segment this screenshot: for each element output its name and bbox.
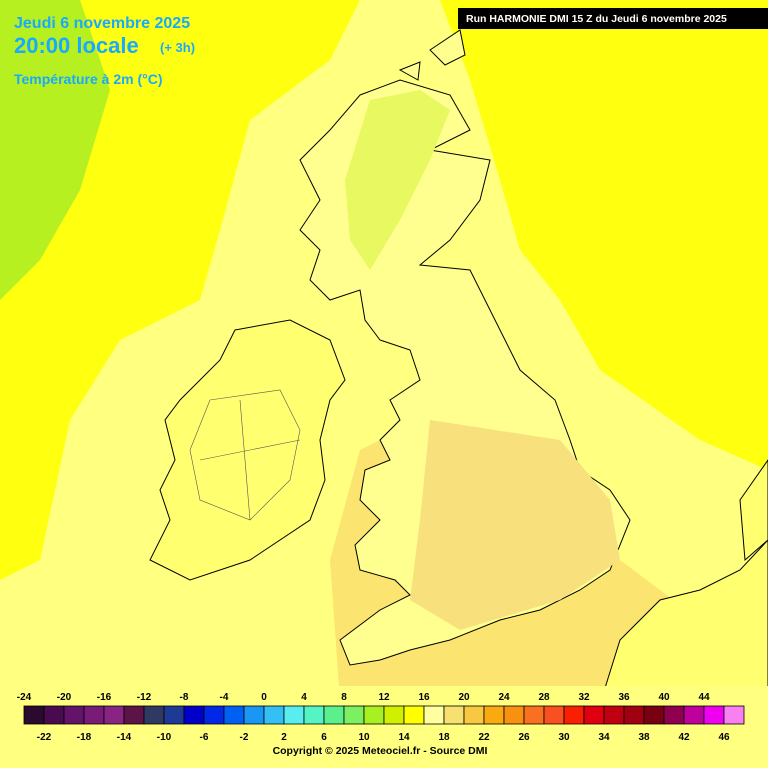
color-swatch [663,705,685,725]
scale-label-top: 28 [538,692,550,703]
color-swatch [23,705,45,725]
ireland [149,319,346,581]
scale-label-bottom: 14 [398,732,410,743]
scale-label-bottom: -10 [157,732,172,743]
northern-isles [398,29,466,81]
scale-label-top: -16 [97,692,112,703]
color-swatch [543,705,565,725]
scotland-highlands [345,90,450,270]
scale-label-bottom: 34 [598,732,610,743]
date-label: Jeudi 6 novembre 2025 [14,15,190,32]
copyright: Copyright © 2025 Meteociel.fr - Source D… [273,745,488,757]
variable-label: Température à 2m (°C) [14,71,163,87]
color-swatch [303,705,325,725]
color-swatch [643,705,665,725]
color-swatch [43,705,65,725]
scale-label-top: -20 [57,692,72,703]
scale-label-bottom: 38 [638,732,650,743]
color-swatch [163,705,185,725]
color-swatch [403,705,425,725]
scale-label-bottom: 6 [321,732,327,743]
scale-label-bottom: -18 [77,732,92,743]
england-south [410,420,620,630]
scale-label-top: 16 [418,692,430,703]
color-swatch [603,705,625,725]
scale-label-top: -12 [137,692,152,703]
color-swatch [183,705,205,725]
run-label: Run HARMONIE DMI 15 Z du Jeudi 6 novembr… [466,13,727,25]
scale-label-top: 32 [578,692,590,703]
colorbar: -24 -20 -16 -12 -8 -4 0 4 8 12 16 20 24 28 32 36 40 44-22… [17,692,745,743]
scale-label-bottom: 46 [718,732,730,743]
color-swatch [203,705,225,725]
color-swatch [263,705,285,725]
scale-label-top: 40 [658,692,670,703]
scale-label-bottom: 10 [358,732,370,743]
scale-label-top: 36 [618,692,630,703]
scale-label-bottom: 18 [438,732,450,743]
scale-label-bottom: 2 [281,732,287,743]
color-swatch [463,705,485,725]
scale-label-bottom: -14 [117,732,132,743]
benelux [739,459,768,562]
color-swatch [223,705,245,725]
color-swatch [583,705,605,725]
scale-label-top: -24 [17,692,32,703]
scale-label-top: 12 [378,692,390,703]
scale-label-top: 24 [498,692,510,703]
color-swatch [123,705,145,725]
scale-label-bottom: -22 [37,732,52,743]
color-swatch [483,705,505,725]
color-swatch [683,705,705,725]
color-swatch [623,705,645,725]
time-label: 20:00 locale [14,33,139,58]
color-swatch [423,705,445,725]
yellow-zone-north-sea [440,0,768,470]
scale-label-bottom: 30 [558,732,570,743]
color-swatch [63,705,85,725]
color-swatch [363,705,385,725]
run-box [458,8,768,29]
scale-label-top: 44 [698,692,710,703]
county-borders [189,389,301,521]
scale-label-top: 0 [261,692,267,703]
scale-label-top: 4 [301,692,307,703]
scale-label-top: 8 [341,692,347,703]
color-swatch [323,705,345,725]
offset-label: (+ 3h) [160,40,195,55]
color-swatch [143,705,165,725]
scale-label-bottom: -6 [200,732,209,743]
color-swatch [523,705,545,725]
color-swatch [443,705,465,725]
color-swatch [103,705,125,725]
scale-label-top: -8 [180,692,189,703]
scale-label-bottom: 26 [518,732,530,743]
color-swatch [383,705,405,725]
scale-label-top: 20 [458,692,470,703]
color-swatch [83,705,105,725]
scale-label-bottom: -2 [240,732,249,743]
color-swatch [343,705,365,725]
scale-label-bottom: 42 [678,732,690,743]
green-zone [0,0,110,300]
legend-background [0,686,768,768]
scale-label-bottom: 22 [478,732,490,743]
color-swatch [723,705,745,725]
color-swatch [563,705,585,725]
color-swatch [703,705,725,725]
color-swatch [243,705,265,725]
color-swatch [283,705,305,725]
scale-label-top: -4 [220,692,229,703]
color-swatch [503,705,525,725]
